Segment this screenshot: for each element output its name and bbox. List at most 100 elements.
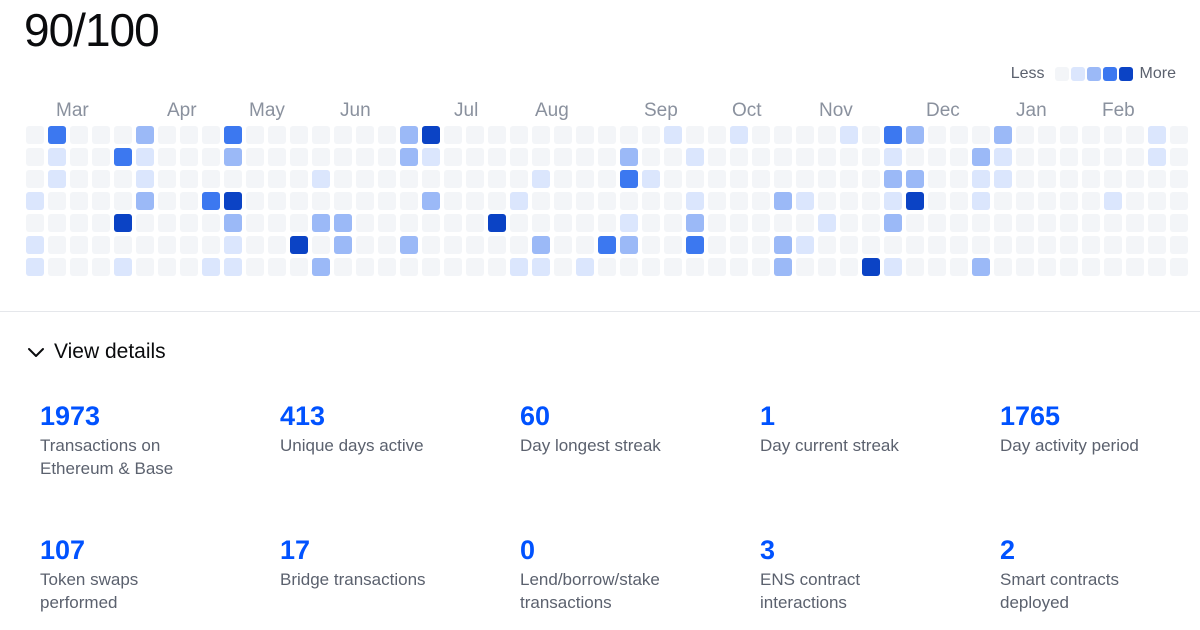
- heatmap-cell[interactable]: [906, 192, 924, 210]
- heatmap-cell[interactable]: [1104, 148, 1122, 166]
- heatmap-cell[interactable]: [422, 192, 440, 210]
- heatmap-cell[interactable]: [510, 126, 528, 144]
- heatmap-cell[interactable]: [730, 236, 748, 254]
- heatmap-cell[interactable]: [752, 126, 770, 144]
- heatmap-cell[interactable]: [1170, 126, 1188, 144]
- heatmap-cell[interactable]: [1104, 214, 1122, 232]
- heatmap-cell[interactable]: [202, 170, 220, 188]
- heatmap-cell[interactable]: [268, 126, 286, 144]
- heatmap-cell[interactable]: [840, 126, 858, 144]
- heatmap-cell[interactable]: [70, 148, 88, 166]
- heatmap-cell[interactable]: [158, 192, 176, 210]
- heatmap-cell[interactable]: [488, 258, 506, 276]
- heatmap-cell[interactable]: [334, 258, 352, 276]
- heatmap-cell[interactable]: [422, 258, 440, 276]
- heatmap-cell[interactable]: [180, 236, 198, 254]
- heatmap-cell[interactable]: [972, 126, 990, 144]
- heatmap-cell[interactable]: [730, 258, 748, 276]
- heatmap-cell[interactable]: [730, 214, 748, 232]
- heatmap-cell[interactable]: [466, 236, 484, 254]
- heatmap-cell[interactable]: [290, 258, 308, 276]
- heatmap-cell[interactable]: [1126, 192, 1144, 210]
- heatmap-cell[interactable]: [290, 126, 308, 144]
- heatmap-cell[interactable]: [774, 258, 792, 276]
- heatmap-cell[interactable]: [994, 126, 1012, 144]
- heatmap-cell[interactable]: [180, 258, 198, 276]
- heatmap-cell[interactable]: [356, 236, 374, 254]
- heatmap-cell[interactable]: [48, 126, 66, 144]
- heatmap-cell[interactable]: [620, 126, 638, 144]
- heatmap-cell[interactable]: [686, 214, 704, 232]
- heatmap-cell[interactable]: [928, 192, 946, 210]
- heatmap-cell[interactable]: [774, 192, 792, 210]
- heatmap-cell[interactable]: [444, 148, 462, 166]
- heatmap-cell[interactable]: [708, 170, 726, 188]
- heatmap-cell[interactable]: [70, 258, 88, 276]
- heatmap-cell[interactable]: [818, 170, 836, 188]
- heatmap-cell[interactable]: [180, 214, 198, 232]
- heatmap-cell[interactable]: [290, 236, 308, 254]
- heatmap-cell[interactable]: [708, 236, 726, 254]
- heatmap-cell[interactable]: [268, 258, 286, 276]
- heatmap-cell[interactable]: [576, 148, 594, 166]
- heatmap-cell[interactable]: [730, 170, 748, 188]
- heatmap-cell[interactable]: [400, 126, 418, 144]
- heatmap-cell[interactable]: [136, 192, 154, 210]
- heatmap-cell[interactable]: [202, 148, 220, 166]
- heatmap-cell[interactable]: [356, 192, 374, 210]
- heatmap-cell[interactable]: [48, 148, 66, 166]
- heatmap-cell[interactable]: [26, 148, 44, 166]
- heatmap-cell[interactable]: [444, 258, 462, 276]
- heatmap-cell[interactable]: [1104, 236, 1122, 254]
- heatmap-cell[interactable]: [774, 214, 792, 232]
- heatmap-cell[interactable]: [26, 214, 44, 232]
- heatmap-cell[interactable]: [796, 148, 814, 166]
- heatmap-cell[interactable]: [290, 214, 308, 232]
- heatmap-cell[interactable]: [642, 192, 660, 210]
- heatmap-cell[interactable]: [466, 192, 484, 210]
- heatmap-cell[interactable]: [752, 192, 770, 210]
- heatmap-cell[interactable]: [532, 258, 550, 276]
- heatmap-cell[interactable]: [642, 214, 660, 232]
- heatmap-cell[interactable]: [1104, 170, 1122, 188]
- heatmap-cell[interactable]: [70, 126, 88, 144]
- heatmap-cell[interactable]: [752, 236, 770, 254]
- heatmap-cell[interactable]: [334, 214, 352, 232]
- heatmap-cell[interactable]: [796, 170, 814, 188]
- heatmap-cell[interactable]: [994, 258, 1012, 276]
- heatmap-cell[interactable]: [884, 170, 902, 188]
- heatmap-cell[interactable]: [994, 214, 1012, 232]
- heatmap-cell[interactable]: [114, 192, 132, 210]
- heatmap-cell[interactable]: [312, 148, 330, 166]
- heatmap-cell[interactable]: [400, 170, 418, 188]
- heatmap-cell[interactable]: [290, 170, 308, 188]
- heatmap-cell[interactable]: [774, 170, 792, 188]
- heatmap-cell[interactable]: [664, 236, 682, 254]
- heatmap-cell[interactable]: [378, 126, 396, 144]
- heatmap-cell[interactable]: [708, 148, 726, 166]
- heatmap-cell[interactable]: [488, 214, 506, 232]
- heatmap-cell[interactable]: [1170, 192, 1188, 210]
- heatmap-cell[interactable]: [510, 258, 528, 276]
- heatmap-cell[interactable]: [664, 258, 682, 276]
- heatmap-cell[interactable]: [576, 170, 594, 188]
- heatmap-cell[interactable]: [1126, 170, 1144, 188]
- heatmap-cell[interactable]: [444, 214, 462, 232]
- heatmap-cell[interactable]: [532, 126, 550, 144]
- heatmap-cell[interactable]: [708, 192, 726, 210]
- heatmap-cell[interactable]: [1148, 258, 1166, 276]
- heatmap-cell[interactable]: [510, 170, 528, 188]
- heatmap-cell[interactable]: [400, 192, 418, 210]
- heatmap-cell[interactable]: [818, 258, 836, 276]
- heatmap-cell[interactable]: [1060, 192, 1078, 210]
- heatmap-cell[interactable]: [1060, 236, 1078, 254]
- heatmap-cell[interactable]: [928, 214, 946, 232]
- heatmap-cell[interactable]: [246, 258, 264, 276]
- heatmap-cell[interactable]: [400, 148, 418, 166]
- heatmap-cell[interactable]: [1104, 258, 1122, 276]
- heatmap-cell[interactable]: [114, 148, 132, 166]
- heatmap-cell[interactable]: [312, 236, 330, 254]
- heatmap-cell[interactable]: [576, 126, 594, 144]
- heatmap-cell[interactable]: [950, 192, 968, 210]
- heatmap-cell[interactable]: [554, 236, 572, 254]
